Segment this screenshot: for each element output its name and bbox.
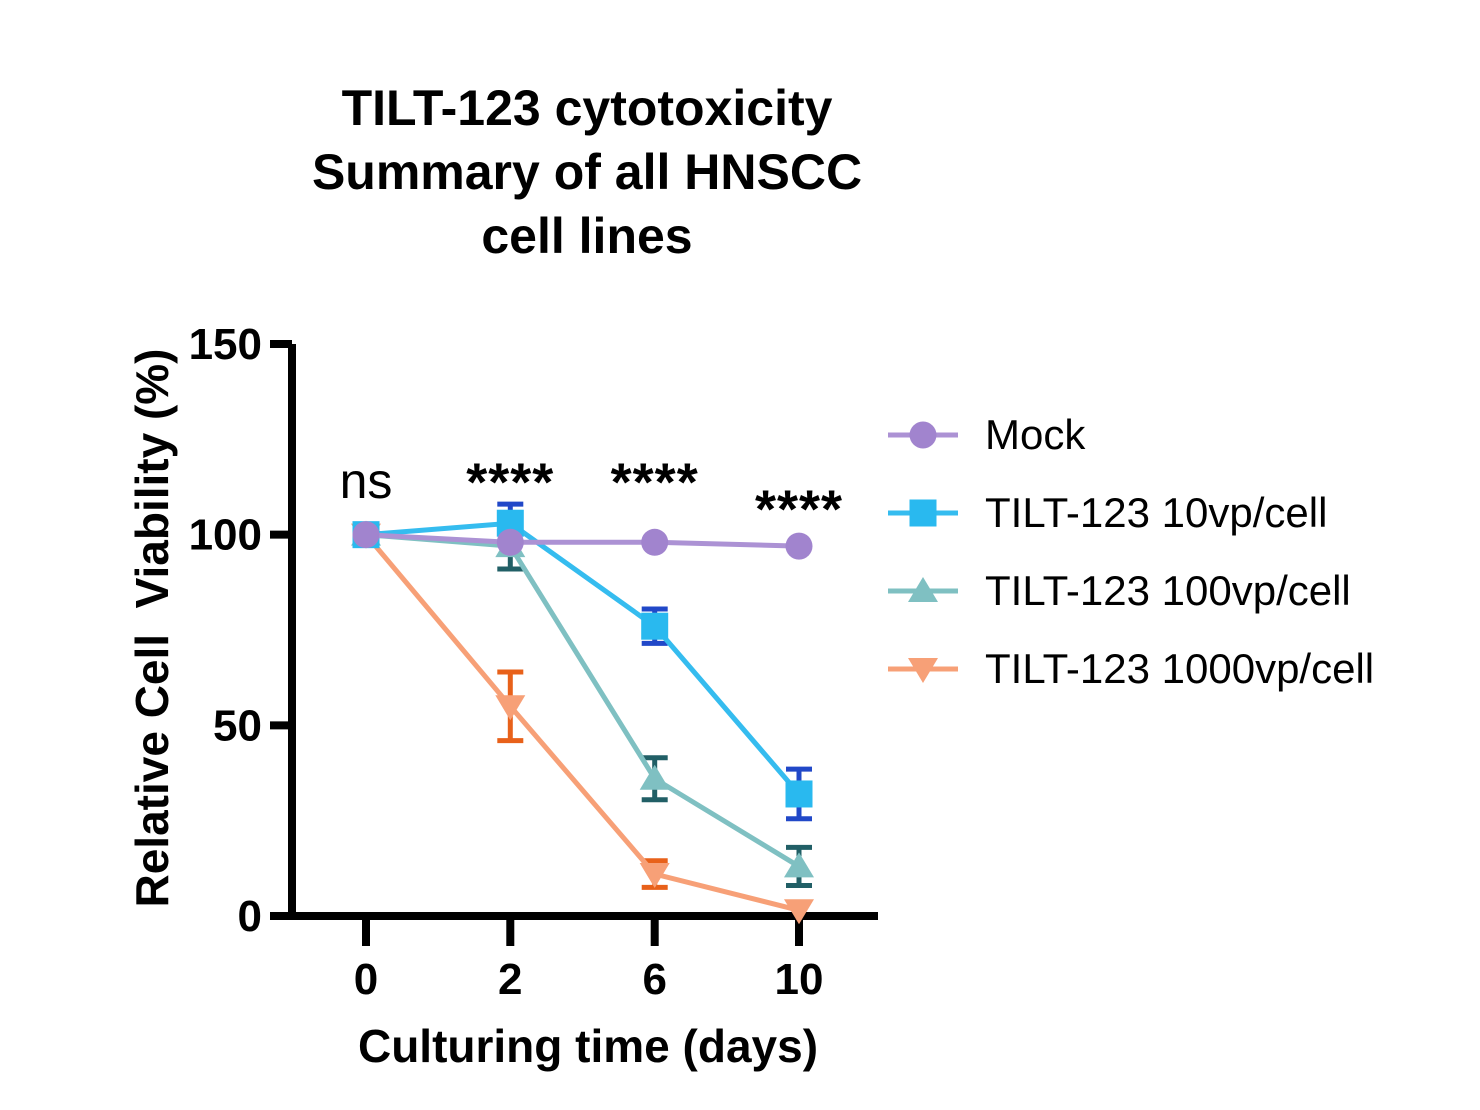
data-point-marker	[785, 780, 813, 808]
x-tick-label: 2	[498, 955, 522, 1004]
y-tick-label: 100	[189, 511, 262, 560]
series-line	[364, 533, 800, 913]
data-point-marker	[908, 577, 938, 602]
figure-title-line: TILT-123 cytotoxicity	[341, 80, 833, 136]
legend: Mock TILT-123 10vp/cell TILT-123 100vp/cel…	[888, 396, 1374, 708]
significance-label: ****	[611, 453, 699, 513]
y-tick-label: 150	[189, 320, 262, 369]
data-point-marker	[784, 852, 814, 878]
series-line	[365, 532, 800, 549]
y-tick-label: 50	[213, 701, 262, 750]
significance-label: ****	[755, 479, 843, 539]
y-tick-label: 0	[238, 892, 262, 941]
figure-title: TILT-123 cytotoxicity Summary of all HNSC…	[180, 76, 994, 268]
legend-item-tilt-123-100vp-cell: TILT-123 100vp/cell	[888, 552, 1374, 630]
data-point-marker	[785, 532, 813, 560]
data-point-marker	[909, 499, 937, 527]
legend-item-mock: Mock	[888, 396, 1374, 474]
legend-item-label: Mock	[985, 411, 1086, 458]
data-point-marker	[352, 521, 380, 549]
data-point-marker	[639, 863, 670, 889]
data-point-marker	[784, 899, 814, 925]
figure-title-line: cell lines	[481, 208, 693, 264]
significance-label: ns	[340, 453, 393, 509]
legend-item-label: TILT-123 10vp/cell	[985, 489, 1328, 536]
legend-item-tilt-123-10vp-cell: TILT-123 10vp/cell	[888, 474, 1374, 552]
series-line	[365, 532, 801, 869]
significance-label: ****	[466, 453, 554, 513]
legend-item-label: TILT-123 100vp/cell	[985, 567, 1351, 614]
series-tilt-123-10vp-cell	[352, 501, 813, 822]
data-point-marker	[496, 528, 524, 556]
axes-frame	[288, 344, 878, 920]
y-axis-title: Relative Cell Viability (%)	[126, 348, 178, 908]
data-point-marker	[495, 695, 526, 721]
data-point-marker	[641, 528, 669, 556]
data-point-marker	[909, 421, 937, 449]
series-tilt-123-1000vp-cell	[351, 523, 814, 925]
legend-item-label: TILT-123 1000vp/cell	[985, 645, 1375, 692]
legend-marker-triangle-up-icon	[888, 577, 958, 602]
data-point-marker	[908, 658, 938, 683]
figure-title-line: Summary of all HNSCC	[311, 144, 863, 200]
legend-item-tilt-123-1000vp-cell: TILT-123 1000vp/cell	[888, 630, 1374, 708]
x-tick-label: 0	[354, 955, 378, 1004]
data-point-marker	[639, 764, 670, 790]
series-mock	[352, 521, 813, 560]
x-axis-title: Culturing time (days)	[357, 1020, 819, 1072]
x-tick-label: 10	[775, 955, 824, 1004]
legend-marker-triangle-down-icon	[888, 658, 958, 683]
legend-marker-circle-icon	[888, 421, 958, 449]
series-line	[365, 520, 801, 796]
legend-marker-square-icon	[888, 499, 958, 527]
data-point-marker	[641, 612, 669, 640]
x-tick-label: 6	[642, 955, 666, 1004]
